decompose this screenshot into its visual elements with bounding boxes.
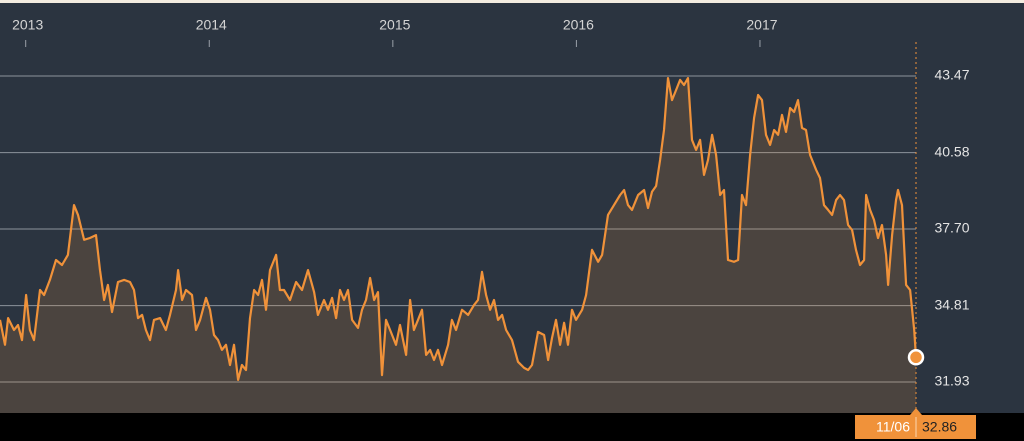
top-border [0,0,1024,3]
tooltip-date: 11/06 [876,419,910,435]
y-tick-label: 31.93 [934,373,969,389]
area [0,78,916,413]
x-tick-label: 2016 [563,17,594,33]
tooltip-value: 32.86 [922,419,957,435]
x-tick-label: 2017 [746,17,777,33]
price-line [0,77,918,381]
plot-area: 31.93 34.81 37.70 40.58 43.47 2013 2014 2015 201… [0,17,976,439]
x-tick-label: 2014 [196,17,227,33]
x-tick-label: 2013 [12,17,43,33]
tooltip-pointer [910,408,922,415]
end-point [907,349,925,366]
x-tick-label: 2015 [379,17,410,33]
y-tick-label: 37.70 [934,220,969,236]
bottom-bar [0,413,1024,441]
y-tick-label: 40.58 [934,143,969,159]
y-tick-label: 43.47 [934,67,969,83]
y-tick-label: 34.81 [934,296,969,312]
